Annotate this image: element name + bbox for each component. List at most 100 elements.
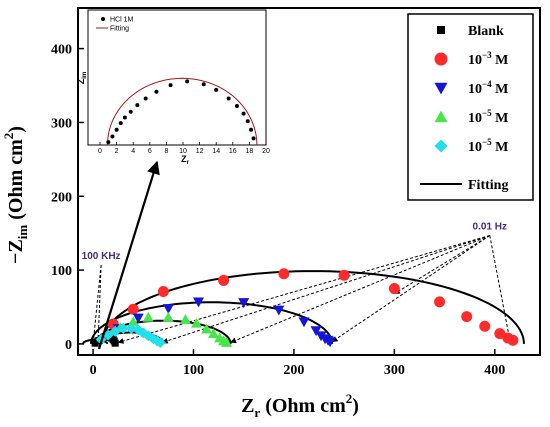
data-point: [179, 314, 191, 324]
x-tick-label: 200: [283, 363, 304, 378]
main-plot-frame: [77, 7, 541, 356]
inset-legend: HCl 1M Fitting: [96, 17, 134, 33]
data-markers: [91, 268, 519, 348]
data-point: [157, 286, 169, 298]
data-point: [238, 298, 250, 309]
inset-x-axis-title: Zr: [181, 154, 190, 166]
legend-marker: [437, 26, 445, 34]
legend-fitting-label: Fitting: [468, 178, 508, 193]
inset-pointer-arrow: [97, 160, 160, 350]
legend-box: [407, 13, 534, 201]
inset-data-point: [249, 127, 254, 132]
inset-data-point: [168, 83, 173, 88]
data-point: [434, 296, 446, 308]
legend-label: Blank: [468, 24, 504, 39]
inset-x-tick-label: 4: [131, 148, 135, 155]
inset-legend-marker: [101, 17, 105, 21]
x-tick-label: 400: [484, 363, 505, 378]
data-point: [201, 323, 213, 334]
y-tick-label: 400: [51, 43, 72, 58]
data-point: [154, 336, 166, 348]
data-point: [117, 322, 129, 334]
annotation-arrow: [161, 235, 490, 344]
inset-data-point: [114, 127, 119, 132]
data-point: [127, 303, 139, 315]
inset-data-point: [201, 82, 206, 87]
data-point: [494, 328, 506, 340]
inset-data-point: [110, 134, 115, 139]
y-tick-label: 200: [51, 190, 72, 205]
x-tick-label: 300: [384, 363, 405, 378]
data-point: [221, 336, 233, 347]
data-point: [208, 328, 220, 338]
legend: Blank 10−3 M 10−4 M 10−5 M 10−5 M Fitting: [407, 13, 534, 201]
data-point: [461, 311, 473, 323]
data-point: [324, 337, 336, 348]
annotation-arrow: [489, 235, 512, 341]
inset-data-point: [226, 96, 231, 101]
legend-label: 10−5 M: [468, 108, 508, 126]
inset-frame: [87, 9, 267, 146]
inset-fit-curve: [107, 77, 258, 146]
inset-data-point: [251, 136, 256, 141]
data-point: [109, 325, 121, 337]
inset-x-tick-label: 0: [98, 148, 102, 155]
legend-marker: [434, 139, 448, 153]
annotation-arrow: [230, 235, 490, 344]
annotation-label: 100 KHz: [82, 251, 121, 262]
data-point: [162, 311, 174, 322]
y-axis-title: −Zim (Ohm cm2): [1, 126, 30, 264]
data-point: [193, 297, 205, 308]
annotation-arrow: [393, 235, 491, 295]
x-tick-label: 100: [183, 363, 204, 378]
frequency-annotations: 100 KHz 0.01 Hz: [82, 221, 512, 345]
data-point: [310, 326, 322, 337]
inset-x-tick-label: 8: [164, 148, 168, 155]
annotation-label: 0.01 Hz: [473, 221, 507, 232]
inset-y-axis-title: Zim: [76, 72, 88, 85]
data-point: [132, 313, 144, 324]
x-tick-label: 0: [90, 363, 97, 378]
legend-label: 10−4 M: [468, 79, 508, 97]
data-point: [507, 334, 519, 346]
data-point: [278, 268, 290, 280]
data-point: [298, 317, 310, 328]
inset-data-point: [234, 104, 239, 109]
inset-data-point: [143, 96, 148, 101]
inset-data-point: [245, 119, 250, 124]
inset-legend-fit-label: Fitting: [110, 26, 129, 33]
inset-data-point: [135, 103, 140, 108]
data-point: [479, 320, 491, 332]
inset-data-point: [122, 115, 127, 120]
inset-data-point: [185, 79, 190, 84]
inset-x-tick-label: 20: [262, 148, 270, 155]
legend-marker: [434, 82, 448, 95]
legend-marker: [434, 52, 448, 66]
data-point: [338, 269, 350, 281]
inset-data-point: [214, 87, 219, 92]
data-point: [191, 317, 203, 328]
data-point: [125, 322, 137, 334]
inset-data-point: [128, 109, 133, 114]
y-tick-label: 100: [51, 264, 72, 279]
inset-plot: 0 2 4 6 8 10 12 14 16 18 20 HCl 1M Fitting Zr Zim: [76, 9, 270, 166]
data-point: [111, 339, 119, 347]
inset-x-tick-label: 12: [196, 148, 204, 155]
data-point: [273, 305, 285, 316]
inset-x-tick-label: 2: [115, 148, 119, 155]
inset-x-tick-label: 10: [179, 148, 187, 155]
inset-data-point: [118, 121, 123, 126]
annotation-arrow: [331, 235, 491, 343]
x-axis-title: Zr (Ohm cm2): [241, 391, 359, 420]
legend-marker: [434, 110, 448, 123]
inset-data-point: [106, 140, 111, 145]
annotation-arrow: [117, 235, 490, 344]
inset-data-point: [241, 111, 246, 116]
data-point: [218, 274, 230, 286]
legend-label: 10−3 M: [468, 50, 508, 68]
annotation-arrow: [90, 264, 102, 345]
inset-data-point: [154, 89, 159, 94]
